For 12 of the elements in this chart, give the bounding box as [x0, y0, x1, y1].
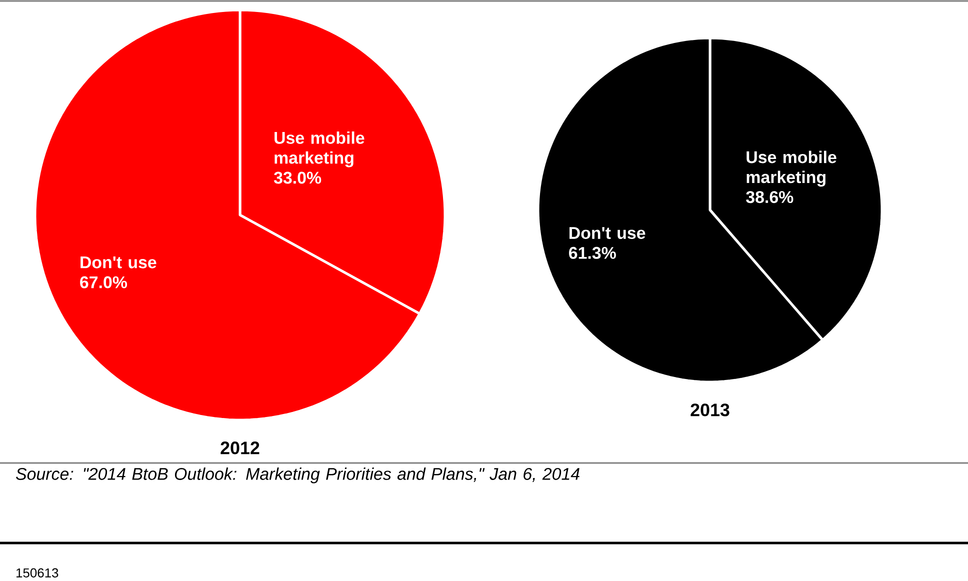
slice-label: Use mobile marketing — [274, 131, 364, 168]
text: 2013 — [690, 404, 730, 416]
slice-label: Don't use — [80, 256, 156, 268]
text: 2012 — [220, 442, 260, 454]
data-label: 33.0% — [274, 172, 322, 184]
data-label: 67.0% — [80, 276, 128, 288]
data-label: 61.3% — [569, 246, 616, 259]
data-label: 38.6% — [746, 191, 794, 204]
source-note: Source: "2014 BtoB Outlook: Marketing Priorities and Plans," Jan 6, 2014 — [16, 468, 580, 484]
text: 150613 — [16, 568, 58, 578]
slice-label: Don't use — [570, 227, 646, 239]
slice-label: Use mobile marketing — [746, 150, 836, 187]
